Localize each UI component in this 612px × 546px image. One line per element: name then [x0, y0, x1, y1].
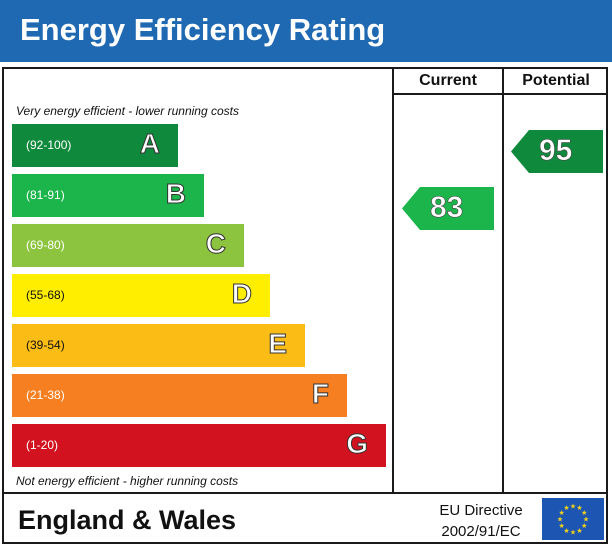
eu-directive: EU Directive 2002/91/EC	[420, 500, 542, 542]
column-header-divider	[392, 93, 608, 95]
potential-rating-value: 95	[539, 134, 573, 168]
column-current-header: Current	[419, 72, 477, 89]
band-range-f: (21-38)	[26, 388, 65, 402]
band-letter-f: F	[311, 378, 329, 410]
band-c: (69-80) C	[12, 224, 244, 267]
directive-line2: 2002/91/EC	[441, 523, 521, 540]
band-range-g: (1-20)	[26, 438, 59, 452]
eu-star-icon: ★	[583, 516, 589, 524]
eu-star-icon: ★	[563, 504, 569, 512]
band-range-c: (69-80)	[26, 238, 65, 252]
band-g: (1-20) G	[12, 424, 386, 467]
chart-title: Energy Efficiency Rating	[20, 12, 386, 47]
caption-bottom: Not energy efficient - higher running co…	[16, 474, 239, 488]
eu-star-icon: ★	[581, 509, 587, 517]
band-letter-d: D	[231, 278, 252, 310]
divider-potential	[502, 67, 504, 494]
band-letter-c: C	[205, 228, 226, 260]
current-rating-value: 83	[430, 191, 464, 225]
eu-star-icon: ★	[563, 527, 569, 535]
directive-line1: EU Directive	[439, 502, 523, 519]
region-label: England & Wales	[18, 505, 237, 535]
divider-current	[392, 67, 394, 494]
eu-flag-icon: ★ ★ ★ ★ ★ ★ ★ ★ ★ ★ ★ ★	[542, 498, 604, 540]
eu-star-icon: ★	[559, 522, 565, 530]
band-range-d: (55-68)	[26, 288, 65, 302]
band-range-e: (39-54)	[26, 338, 65, 352]
eu-star-icon: ★	[581, 522, 587, 530]
caption-top: Very energy efficient - lower running co…	[16, 104, 239, 118]
potential-rating-arrow: 95	[511, 130, 603, 173]
footer-divider	[2, 492, 608, 494]
eu-star-icon: ★	[576, 504, 582, 512]
rating-frame	[2, 67, 608, 544]
band-range-a: (92-100)	[26, 138, 72, 152]
band-b: (81-91) B	[12, 174, 204, 217]
band-range-b: (81-91)	[26, 188, 65, 202]
eu-star-icon: ★	[576, 527, 582, 535]
band-e: (39-54) E	[12, 324, 305, 367]
header-bar: Energy Efficiency Rating	[0, 0, 612, 62]
band-d: (55-68) D	[12, 274, 270, 317]
current-rating-arrow: 83	[402, 187, 494, 230]
band-letter-b: B	[165, 178, 186, 210]
band-letter-e: E	[268, 328, 288, 360]
band-letter-g: G	[346, 428, 369, 460]
band-letter-a: A	[139, 128, 160, 160]
band-a: (92-100) A	[12, 124, 178, 167]
band-f: (21-38) F	[12, 374, 347, 417]
eu-star-icon: ★	[557, 516, 563, 524]
column-potential-header: Potential	[522, 72, 590, 89]
eu-star-icon: ★	[570, 503, 576, 511]
eu-star-icon: ★	[559, 509, 565, 517]
eu-star-icon: ★	[570, 529, 576, 537]
